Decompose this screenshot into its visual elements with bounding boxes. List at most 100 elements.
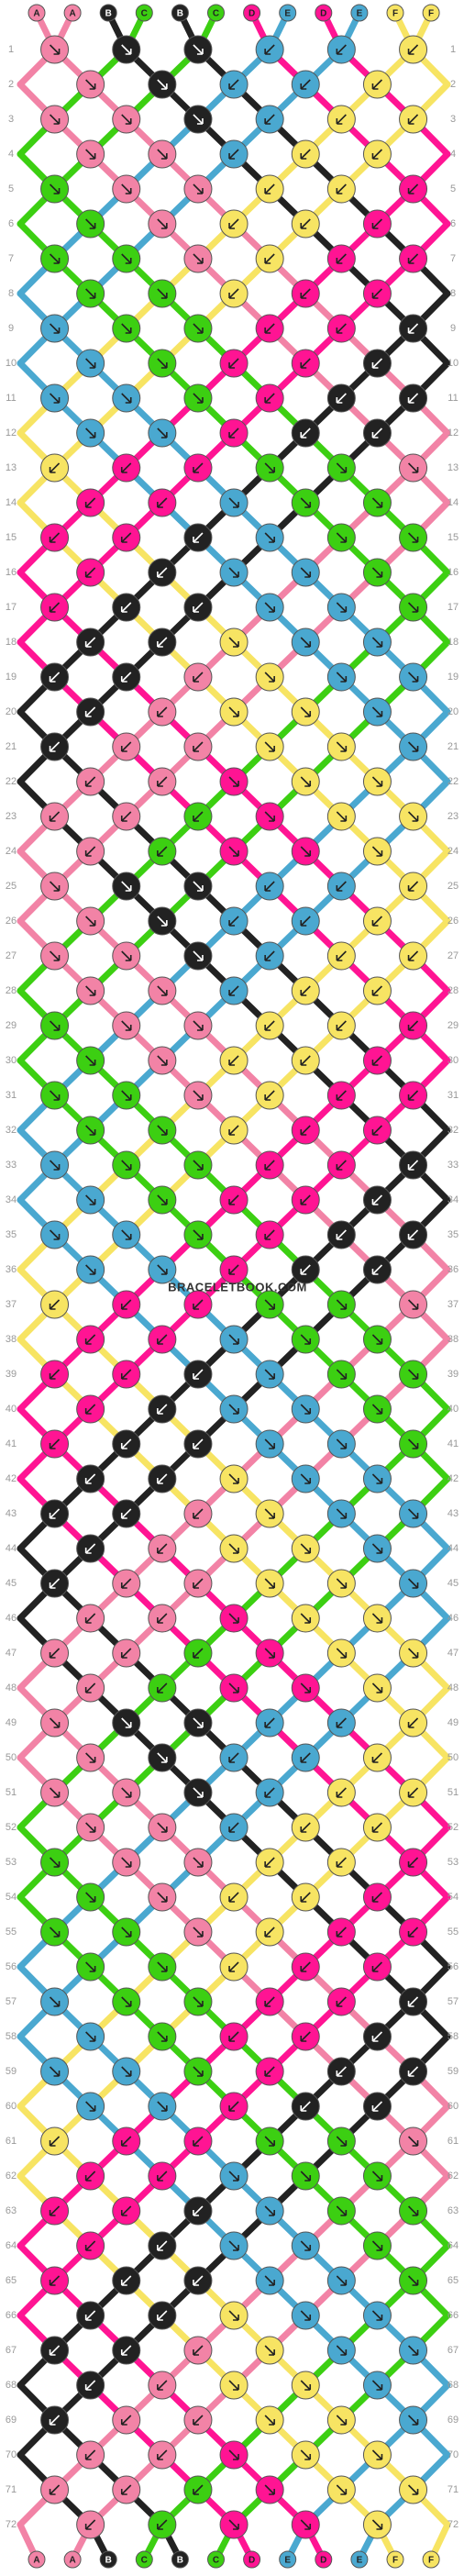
knot-arrow	[121, 2066, 132, 2077]
string-label: E	[357, 2556, 363, 2566]
knot-arrow	[84, 1613, 96, 1624]
knot-arrow	[264, 672, 275, 683]
row-number: 5	[450, 183, 456, 194]
row-number: 50	[6, 1752, 17, 1763]
knot-arrow	[84, 2519, 96, 2530]
knot-arrow	[121, 1160, 132, 1171]
knot-arrow	[300, 846, 312, 857]
knot-arrow	[371, 1752, 383, 1763]
knot-arrow	[371, 776, 383, 787]
string-badge	[350, 4, 369, 22]
knot-arrow	[371, 427, 383, 439]
knot-arrow	[336, 253, 347, 264]
row-number: 32	[6, 1125, 17, 1136]
knot-arrow	[157, 2310, 168, 2321]
row-number: 2	[450, 79, 456, 90]
knot-arrow	[300, 1961, 311, 1972]
knot-arrow	[371, 985, 383, 996]
row-number: 53	[447, 1857, 458, 1868]
knot-arrow	[336, 2275, 348, 2286]
knot-arrow	[228, 1264, 239, 1275]
knot-arrow	[193, 1926, 204, 1938]
knot-arrow	[371, 637, 383, 648]
knot-arrow	[85, 1125, 96, 1136]
knot-arrow	[336, 2205, 348, 2216]
row-number: 31	[6, 1090, 17, 1101]
knot-arrow	[49, 1996, 61, 2007]
row-number: 71	[447, 2484, 458, 2495]
row-number: 25	[447, 881, 458, 892]
knot-arrow	[264, 1438, 275, 1449]
knot-arrow	[228, 2171, 239, 2182]
knot-arrow	[407, 2066, 419, 2077]
row-number: 72	[6, 2519, 17, 2530]
row-number: 61	[447, 2136, 458, 2147]
knot-arrow	[157, 1682, 168, 1693]
row-number: 7	[8, 253, 14, 264]
knot-arrow	[84, 567, 96, 578]
knot-arrow	[336, 532, 348, 543]
string-badge	[243, 4, 261, 22]
knot-arrow	[49, 1787, 61, 1798]
string-badge	[315, 4, 333, 22]
knot-arrow	[121, 1787, 132, 1798]
knot-arrow	[84, 1682, 96, 1693]
knot-arrow	[228, 1125, 239, 1136]
knot-arrow	[193, 1160, 204, 1171]
string-label: B	[177, 9, 183, 19]
knot-arrow	[157, 2171, 168, 2182]
knot-arrow	[300, 567, 312, 578]
knot-arrow	[371, 149, 383, 160]
knot-arrow	[407, 2275, 419, 2286]
knot-arrow	[49, 1090, 61, 1101]
row-number: 9	[8, 323, 14, 334]
knot-arrow	[228, 218, 239, 229]
knot-arrow	[336, 393, 347, 404]
knot-arrow	[371, 2240, 383, 2251]
knot-arrow	[264, 1857, 275, 1868]
row-number: 55	[6, 1926, 17, 1938]
knot-arrow	[193, 2205, 204, 2216]
knot-arrow	[228, 1055, 239, 1066]
knot-arrow	[85, 2101, 96, 2112]
string-badge	[171, 2550, 189, 2569]
row-number: 17	[447, 602, 458, 613]
knot-arrow	[371, 846, 383, 857]
knot-arrow	[264, 1578, 275, 1589]
knot-arrow	[336, 323, 347, 334]
string-badge	[386, 4, 404, 22]
knot-arrow	[300, 1892, 311, 1903]
knot-arrow	[121, 1717, 132, 1728]
string-label: F	[392, 2556, 398, 2566]
knot-arrow	[193, 1996, 204, 2007]
knot-arrow	[300, 79, 311, 90]
knot-arrow	[120, 1648, 132, 1659]
knot-arrow	[228, 567, 239, 578]
knot-arrow	[84, 706, 96, 717]
knot-arrow	[228, 916, 239, 927]
knot-arrow	[193, 1369, 204, 1380]
knot-arrow	[228, 706, 239, 717]
knot-arrow	[336, 1020, 347, 1031]
knot-arrow	[407, 393, 419, 404]
string-label: E	[284, 9, 291, 19]
knot-arrow	[193, 2345, 204, 2356]
knot-arrow	[371, 218, 383, 229]
knot-arrow	[228, 149, 239, 160]
knot-arrow	[49, 2415, 61, 2426]
row-number: 6	[450, 218, 456, 229]
knot-arrow	[300, 706, 312, 717]
string-label: F	[428, 9, 434, 19]
row-number: 46	[447, 1613, 458, 1624]
knot-arrow	[85, 1055, 96, 1066]
knot-arrow	[157, 1543, 168, 1554]
knot-arrow	[300, 1822, 311, 1833]
knot-arrow	[157, 288, 168, 299]
row-number: 41	[447, 1438, 458, 1449]
knot-arrow	[264, 1020, 275, 1031]
knot-arrow	[264, 532, 275, 543]
string-label: D	[320, 9, 326, 19]
string-label: C	[213, 9, 219, 19]
knot-arrow	[371, 1892, 383, 1903]
knot-arrow	[336, 1299, 348, 1310]
